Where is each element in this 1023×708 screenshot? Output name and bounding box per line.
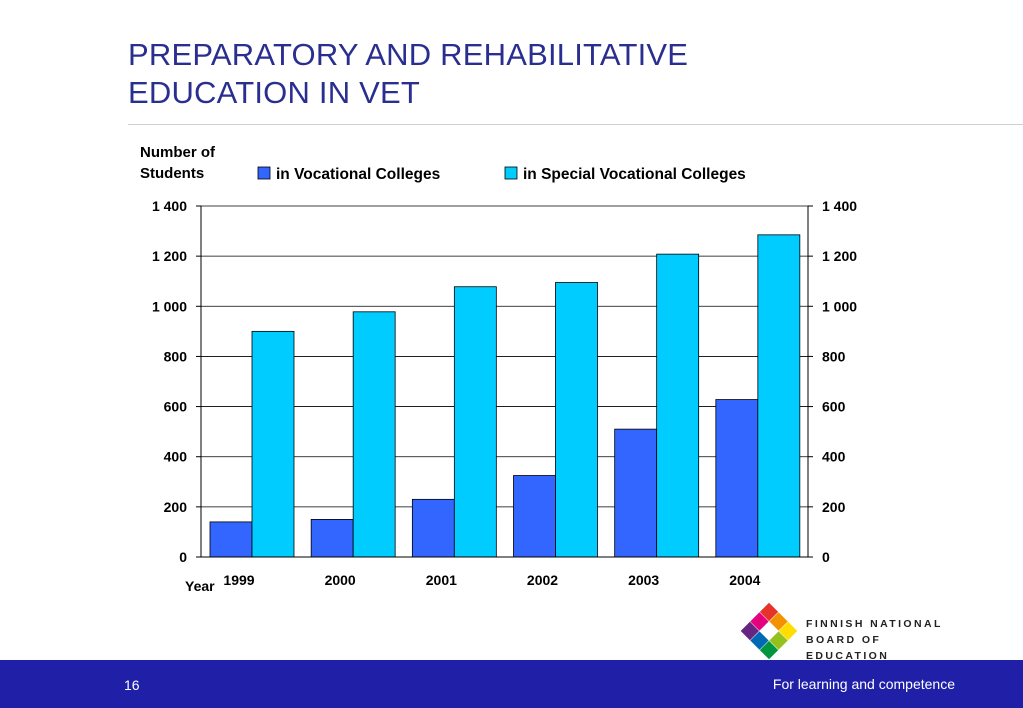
chart-axes [196, 205, 813, 558]
bar-special-2002 [555, 282, 598, 558]
bar-special-2001 [453, 286, 497, 558]
title-divider [128, 124, 1023, 125]
y-tick-label-right: 1 400 [822, 198, 857, 214]
bar-special-2003 [656, 253, 700, 558]
chart-legend: in Vocational Colleges in Special Vocatio… [257, 166, 746, 183]
slide-title: PREPARATORY AND REHABILITATIVE EDUCATION… [128, 36, 828, 112]
title-line-2: EDUCATION IN VET [128, 75, 420, 110]
bar-vocational-1999 [209, 521, 253, 558]
x-tick-label: 2000 [325, 572, 356, 588]
x-tick-label: 1999 [223, 572, 254, 588]
bar-special-1999 [251, 330, 295, 558]
chart-tick-labels: 0 0 200 200 400 400 600 600 800 800 1 000 1 000 1 20… [152, 198, 857, 588]
bar-vocational-2000 [310, 518, 354, 558]
bar-vocational-2002 [513, 475, 556, 558]
bar-chart: Number of Students in Vocational College… [140, 144, 857, 594]
x-tick-label: 2001 [426, 572, 457, 588]
y-tick-label-right: 800 [822, 348, 846, 364]
y-tick-label-right: 600 [822, 399, 846, 415]
bar-vocational-2003 [614, 428, 658, 558]
logo-line-2: BOARD OF EDUCATION [806, 634, 890, 662]
chart-bars [209, 234, 801, 558]
y-axis-label-line-2: Students [140, 165, 204, 182]
y-tick-label-left: 1 000 [152, 298, 187, 314]
diamond-logo-icon [740, 602, 798, 660]
y-tick-label-left: 600 [164, 399, 188, 415]
page-number: 16 [124, 677, 140, 693]
y-tick-label-left: 1 200 [152, 248, 187, 264]
fnbe-logo: FINNISH NATIONAL BOARD OF EDUCATION [738, 600, 958, 664]
y-axis-label-line-1: Number of [140, 144, 216, 161]
y-tick-label-left: 0 [179, 549, 187, 565]
bar-special-2004 [757, 234, 801, 558]
logo-wordmark: FINNISH NATIONAL BOARD OF EDUCATION [806, 616, 958, 664]
x-tick-label: 2002 [527, 572, 558, 588]
y-tick-label-right: 0 [822, 549, 830, 565]
x-tick-label: 2004 [729, 572, 760, 588]
y-tick-label-right: 1 000 [822, 298, 857, 314]
footer-bar: 16 For learning and competence [0, 660, 1023, 708]
logo-line-1: FINNISH NATIONAL [806, 618, 943, 630]
y-tick-label-left: 200 [164, 499, 188, 515]
bar-vocational-2001 [411, 498, 455, 558]
x-tick-label: 2003 [628, 572, 659, 588]
legend-swatch-vocational [257, 166, 271, 180]
legend-label-special: in Special Vocational Colleges [523, 166, 746, 183]
chart-gridlines [201, 205, 808, 558]
bar-special-2000 [352, 311, 396, 558]
y-tick-label-right: 200 [822, 499, 846, 515]
title-line-1: PREPARATORY AND REHABILITATIVE [128, 37, 689, 72]
x-axis-label: Year [185, 578, 215, 594]
y-tick-label-right: 1 200 [822, 248, 857, 264]
bar-vocational-2004 [715, 399, 759, 558]
y-tick-label-left: 400 [164, 449, 188, 465]
footer-tagline: For learning and competence [772, 676, 955, 692]
legend-swatch-special [504, 166, 518, 180]
legend-label-vocational: in Vocational Colleges [276, 166, 440, 183]
y-tick-label-left: 1 400 [152, 198, 187, 214]
y-tick-label-right: 400 [822, 449, 846, 465]
y-tick-label-left: 800 [164, 348, 188, 364]
